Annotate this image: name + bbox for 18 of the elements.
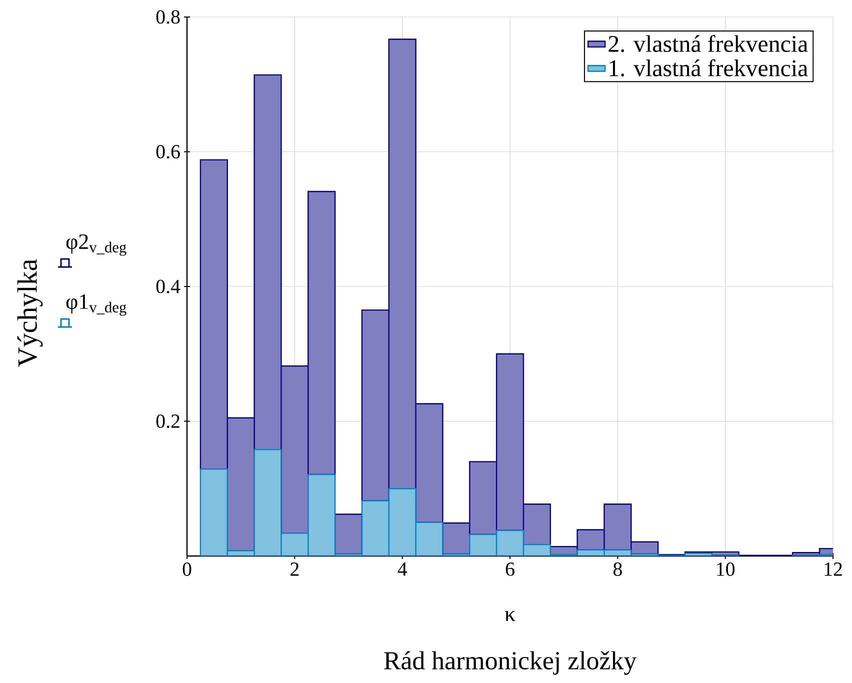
x-tick-label: 2 [290,562,299,576]
text: κ [504,610,516,622]
x-tick-label: 0 [182,562,192,576]
x-tick-label: 8 [613,562,622,576]
y-tick-label: 0.2 [156,414,180,428]
text: φ1$_{v_deg}$ [66,294,126,316]
legend-label: 2. vlastná frekvencia [608,34,808,52]
legend-label: 1. vlastná frekvencia [610,59,808,76]
y-tick-label: 0.6 [156,144,180,159]
text: φ2$_{v_deg}$ [66,234,126,256]
x-tick-label: 4 [398,562,408,576]
y-axis-title: Výchylka [17,259,43,367]
y-tick-label: 0.8 [156,10,180,24]
x-axis-title: Rád harmonickej zložky [384,651,637,675]
y-tick-label: 0.4 [156,280,180,294]
x-tick-label: 12 [824,562,842,576]
x-tick-label: 10 [717,562,735,576]
x-tick-label: 6 [506,562,514,576]
